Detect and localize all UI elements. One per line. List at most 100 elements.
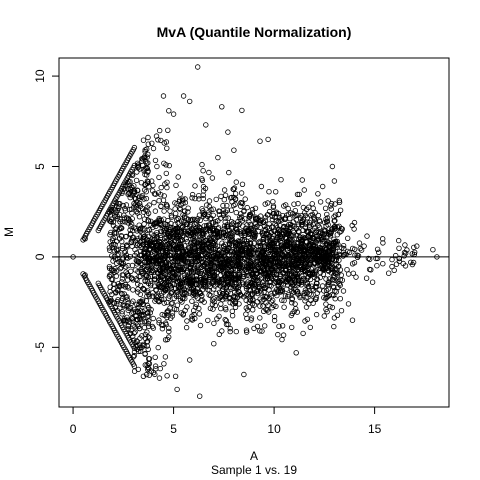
data-point (112, 230, 118, 236)
data-point (257, 303, 263, 309)
data-point (386, 270, 392, 276)
data-point (152, 298, 158, 304)
data-point (339, 226, 345, 232)
data-point (306, 219, 313, 226)
data-point (157, 242, 163, 248)
data-point (329, 263, 335, 269)
data-point (159, 326, 166, 332)
data-point (312, 260, 318, 266)
data-point (331, 226, 338, 232)
data-point (240, 245, 246, 251)
data-point (161, 265, 168, 271)
data-point (300, 234, 306, 240)
data-point (403, 250, 409, 256)
data-point (194, 64, 201, 70)
data-point (271, 240, 277, 247)
data-point (157, 365, 163, 372)
data-point (190, 292, 196, 298)
data-point (125, 285, 132, 291)
data-point (184, 238, 190, 245)
data-point (241, 251, 248, 257)
data-point (203, 222, 210, 229)
data-point (153, 287, 159, 293)
data-point (221, 196, 227, 203)
data-point (116, 203, 122, 210)
data-point (286, 259, 292, 266)
data-point (258, 290, 264, 296)
data-point (236, 260, 242, 266)
data-point (119, 276, 126, 282)
data-point (123, 233, 129, 240)
data-point (244, 204, 250, 211)
data-point (269, 305, 275, 311)
data-point (316, 233, 322, 239)
data-point (275, 331, 281, 338)
data-point (206, 211, 212, 218)
data-point (391, 267, 397, 273)
data-point (151, 273, 158, 280)
data-point (119, 243, 126, 249)
data-point (349, 317, 356, 323)
data-point (257, 224, 263, 231)
data-point (204, 251, 210, 257)
data-point (155, 137, 161, 143)
data-point (132, 329, 138, 335)
data-point (129, 262, 135, 269)
data-point (329, 304, 336, 311)
data-point (196, 393, 203, 399)
data-point (373, 255, 379, 262)
data-point (268, 261, 274, 267)
data-point (243, 305, 249, 311)
x-tick-label: 15 (368, 422, 382, 436)
data-point (329, 163, 336, 170)
data-point (161, 245, 167, 251)
data-point (188, 278, 195, 284)
data-point (146, 293, 153, 300)
data-point (221, 187, 228, 193)
data-point (363, 275, 370, 281)
data-point (243, 329, 250, 335)
data-point (226, 169, 232, 176)
data-point (293, 257, 299, 263)
data-point (199, 206, 205, 212)
data-point (134, 187, 141, 194)
data-point (153, 247, 160, 253)
data-point (265, 276, 271, 282)
data-point (134, 338, 140, 345)
data-point (145, 151, 151, 157)
data-point (289, 237, 295, 244)
data-point (149, 188, 156, 194)
data-point (267, 232, 273, 239)
data-point (180, 311, 186, 317)
data-point (213, 290, 219, 297)
data-point (225, 215, 231, 221)
data-point (196, 311, 203, 317)
data-point (181, 265, 188, 271)
data-point (178, 228, 185, 235)
data-point (248, 267, 254, 274)
data-point (266, 282, 273, 289)
data-point (145, 250, 152, 256)
data-point (139, 343, 146, 349)
data-point (238, 199, 244, 206)
data-point (270, 297, 276, 304)
data-point (228, 248, 234, 254)
data-point (356, 240, 363, 246)
data-point (220, 243, 227, 249)
data-point (312, 260, 318, 266)
data-point (275, 218, 282, 225)
data-point (309, 211, 316, 218)
data-point (197, 322, 204, 329)
data-point (164, 308, 170, 315)
data-point (132, 202, 138, 208)
data-point (275, 282, 282, 288)
data-point (189, 313, 195, 319)
data-point (336, 197, 342, 204)
data-point (272, 265, 278, 271)
data-point (254, 258, 260, 265)
data-point (317, 199, 324, 205)
data-point (206, 203, 212, 210)
x-tick-label: 5 (170, 422, 177, 436)
data-point (257, 284, 263, 290)
data-point (164, 314, 170, 321)
